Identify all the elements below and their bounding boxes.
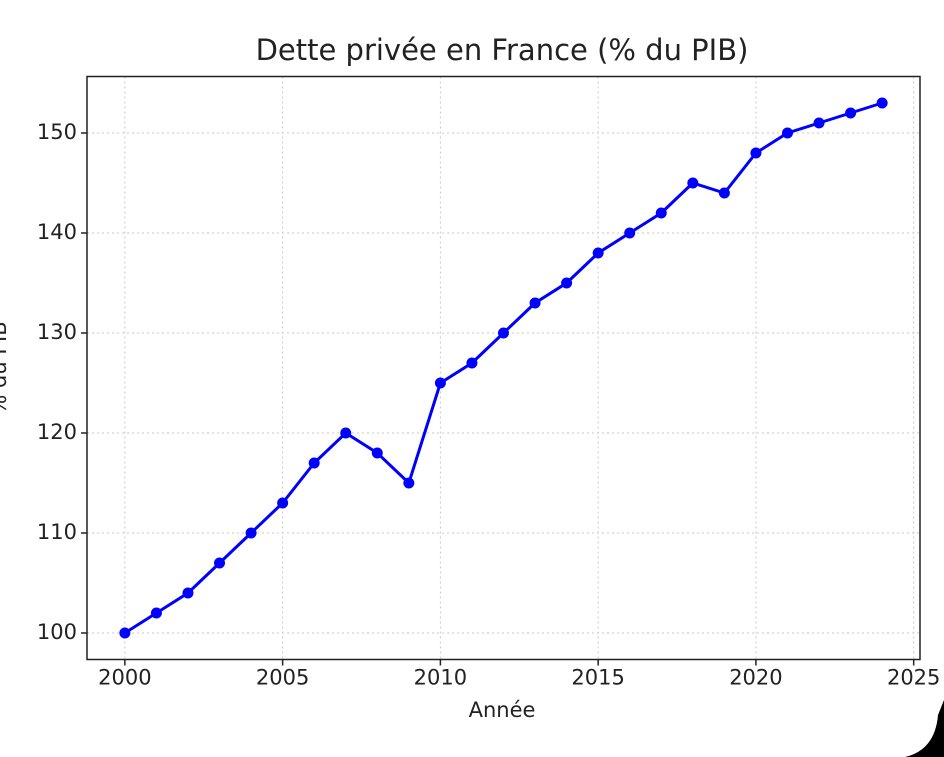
- y-tick-label: 140: [37, 220, 77, 244]
- x-tick-label: 2000: [98, 666, 151, 690]
- y-tick-label: 120: [37, 420, 77, 444]
- window-corner: [905, 700, 944, 757]
- data-point: [529, 297, 541, 309]
- data-point: [371, 447, 383, 459]
- data-point: [592, 247, 604, 259]
- data-point: [466, 357, 478, 369]
- axes-frame: [86, 75, 921, 661]
- data-point: [340, 427, 352, 439]
- data-point: [498, 327, 509, 339]
- data-point: [876, 97, 888, 109]
- x-tick-label: 2025: [887, 666, 940, 690]
- data-point: [150, 607, 162, 619]
- x-tick-label: 2005: [256, 666, 309, 690]
- x-tick-label: 2020: [729, 666, 782, 690]
- data-point: [718, 187, 730, 199]
- y-tick-label: 130: [37, 320, 77, 344]
- data-point: [119, 627, 131, 639]
- y-tick-label: 110: [37, 520, 77, 544]
- y-tick-label: 100: [37, 620, 77, 644]
- data-point: [277, 497, 289, 509]
- chart-title: Dette privée en France (% du PIB): [256, 33, 749, 67]
- x-axis-label: Année: [469, 698, 536, 722]
- data-point: [655, 207, 667, 219]
- data-point: [781, 127, 793, 139]
- data-point: [687, 177, 699, 189]
- data-point: [624, 227, 636, 239]
- x-tick-label: 2010: [414, 666, 467, 690]
- data-point: [561, 277, 573, 289]
- data-point: [182, 587, 194, 599]
- data-point: [845, 107, 857, 119]
- data-point: [750, 147, 762, 159]
- data-point: [214, 557, 226, 569]
- data-point: [308, 457, 320, 469]
- data-point: [245, 527, 257, 539]
- data-point: [813, 117, 825, 129]
- x-tick-label: 2015: [571, 666, 624, 690]
- y-axis-label: % du PIB: [0, 321, 11, 414]
- y-tick-label: 150: [37, 120, 77, 144]
- data-point: [434, 377, 446, 389]
- data-point: [403, 477, 415, 489]
- data-line: [124, 101, 883, 635]
